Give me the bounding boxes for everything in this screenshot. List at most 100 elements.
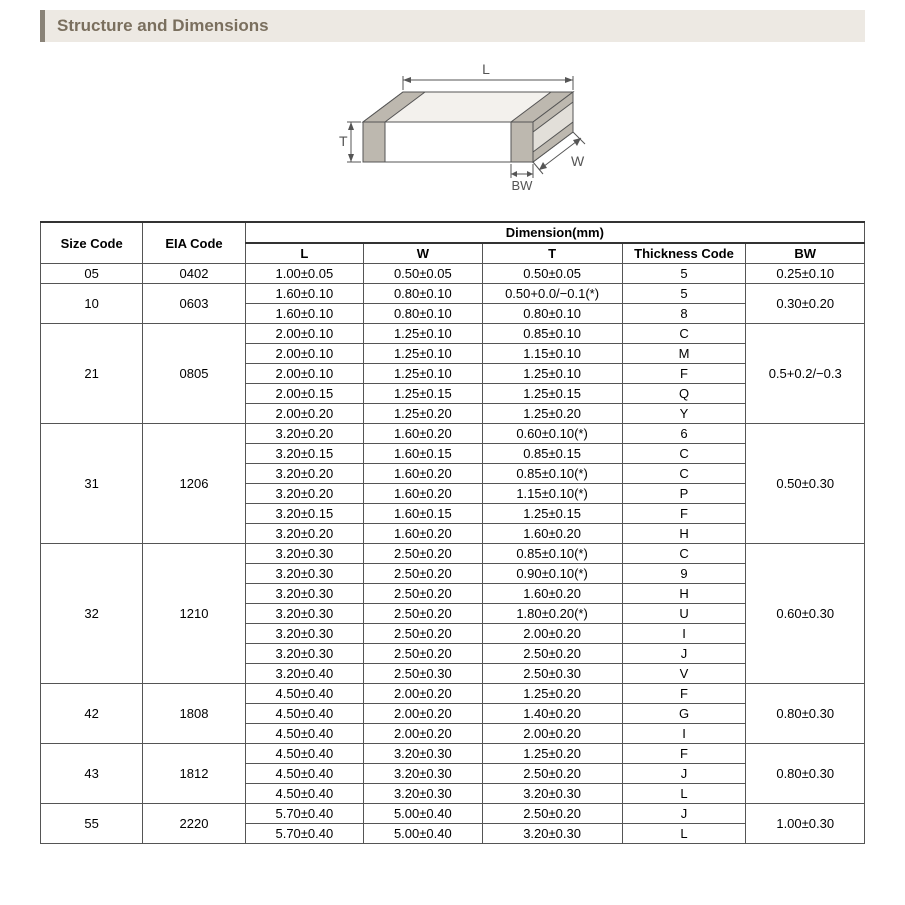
- cell-tc: Q: [622, 384, 746, 404]
- cell-size: 55: [41, 804, 143, 844]
- cell-W: 1.25±0.20: [364, 404, 482, 424]
- cell-bw: 0.30±0.20: [746, 284, 865, 324]
- col-header-eia: EIA Code: [143, 222, 245, 264]
- cell-eia: 2220: [143, 804, 245, 844]
- table-row: 3212103.20±0.302.50±0.200.85±0.10(*)C0.6…: [41, 544, 865, 564]
- cell-tc: F: [622, 504, 746, 524]
- cell-size: 21: [41, 324, 143, 424]
- cell-L: 3.20±0.30: [245, 624, 363, 644]
- cell-tc: 5: [622, 284, 746, 304]
- label-W: W: [571, 153, 585, 169]
- cell-T: 2.00±0.20: [482, 724, 622, 744]
- cell-size: 31: [41, 424, 143, 544]
- cell-tc: C: [622, 544, 746, 564]
- cell-W: 0.50±0.05: [364, 264, 482, 284]
- cell-tc: J: [622, 804, 746, 824]
- table-row: 4318124.50±0.403.20±0.301.25±0.20F0.80±0…: [41, 744, 865, 764]
- cell-tc: L: [622, 824, 746, 844]
- cell-eia: 0603: [143, 284, 245, 324]
- cell-W: 1.25±0.10: [364, 324, 482, 344]
- cell-W: 1.60±0.20: [364, 464, 482, 484]
- cell-W: 2.00±0.20: [364, 704, 482, 724]
- cell-T: 3.20±0.30: [482, 784, 622, 804]
- col-header-W: W: [364, 243, 482, 264]
- cell-L: 1.60±0.10: [245, 304, 363, 324]
- cell-tc: I: [622, 624, 746, 644]
- section-header: Structure and Dimensions: [40, 10, 865, 42]
- cell-tc: F: [622, 744, 746, 764]
- table-row: 5522205.70±0.405.00±0.402.50±0.20J1.00±0…: [41, 804, 865, 824]
- cell-tc: J: [622, 644, 746, 664]
- cell-L: 3.20±0.20: [245, 464, 363, 484]
- cell-T: 2.00±0.20: [482, 624, 622, 644]
- cell-L: 3.20±0.30: [245, 584, 363, 604]
- cell-T: 1.25±0.10: [482, 364, 622, 384]
- cell-eia: 0805: [143, 324, 245, 424]
- cell-W: 5.00±0.40: [364, 804, 482, 824]
- cell-W: 0.80±0.10: [364, 284, 482, 304]
- col-header-L: L: [245, 243, 363, 264]
- cell-L: 1.60±0.10: [245, 284, 363, 304]
- cell-tc: C: [622, 444, 746, 464]
- cell-L: 4.50±0.40: [245, 704, 363, 724]
- cell-T: 1.15±0.10(*): [482, 484, 622, 504]
- cell-tc: J: [622, 764, 746, 784]
- cell-bw: 1.00±0.30: [746, 804, 865, 844]
- cell-eia: 1206: [143, 424, 245, 544]
- cell-bw: 0.25±0.10: [746, 264, 865, 284]
- cell-T: 0.85±0.15: [482, 444, 622, 464]
- col-header-bw: BW: [746, 243, 865, 264]
- cell-L: 3.20±0.15: [245, 444, 363, 464]
- cell-tc: H: [622, 524, 746, 544]
- cell-W: 1.60±0.20: [364, 524, 482, 544]
- table-row: 1006031.60±0.100.80±0.100.50+0.0/−0.1(*)…: [41, 284, 865, 304]
- cell-W: 3.20±0.30: [364, 744, 482, 764]
- col-header-thick: Thickness Code: [622, 243, 746, 264]
- cell-tc: I: [622, 724, 746, 744]
- cell-L: 3.20±0.20: [245, 424, 363, 444]
- cell-L: 2.00±0.10: [245, 324, 363, 344]
- cell-tc: Y: [622, 404, 746, 424]
- cell-tc: 6: [622, 424, 746, 444]
- cell-T: 1.60±0.20: [482, 584, 622, 604]
- component-diagram: L W T BW: [0, 42, 905, 221]
- cell-T: 2.50±0.20: [482, 644, 622, 664]
- dimension-diagram-svg: L W T BW: [303, 52, 603, 202]
- cell-size: 43: [41, 744, 143, 804]
- cell-L: 5.70±0.40: [245, 824, 363, 844]
- cell-T: 2.50±0.20: [482, 764, 622, 784]
- cell-tc: G: [622, 704, 746, 724]
- cell-tc: 8: [622, 304, 746, 324]
- section-title: Structure and Dimensions: [57, 16, 269, 35]
- table-row: 2108052.00±0.101.25±0.100.85±0.10C0.5+0.…: [41, 324, 865, 344]
- cell-L: 3.20±0.15: [245, 504, 363, 524]
- cell-tc: U: [622, 604, 746, 624]
- cell-tc: P: [622, 484, 746, 504]
- cell-bw: 0.60±0.30: [746, 544, 865, 684]
- cell-W: 2.50±0.20: [364, 604, 482, 624]
- cell-W: 2.00±0.20: [364, 724, 482, 744]
- cell-W: 1.60±0.20: [364, 424, 482, 444]
- cell-bw: 0.80±0.30: [746, 744, 865, 804]
- cell-W: 3.20±0.30: [364, 764, 482, 784]
- cell-tc: F: [622, 684, 746, 704]
- cell-bw: 0.5+0.2/−0.3: [746, 324, 865, 424]
- cell-T: 1.80±0.20(*): [482, 604, 622, 624]
- cell-size: 05: [41, 264, 143, 284]
- cell-T: 1.15±0.10: [482, 344, 622, 364]
- cell-tc: M: [622, 344, 746, 364]
- cell-W: 5.00±0.40: [364, 824, 482, 844]
- cell-T: 0.60±0.10(*): [482, 424, 622, 444]
- cell-T: 0.80±0.10: [482, 304, 622, 324]
- cell-L: 2.00±0.20: [245, 404, 363, 424]
- cell-tc: C: [622, 464, 746, 484]
- col-header-size: Size Code: [41, 222, 143, 264]
- cell-T: 2.50±0.20: [482, 804, 622, 824]
- cell-W: 2.50±0.20: [364, 544, 482, 564]
- cell-T: 1.25±0.20: [482, 404, 622, 424]
- cell-T: 0.50+0.0/−0.1(*): [482, 284, 622, 304]
- cell-T: 2.50±0.30: [482, 664, 622, 684]
- cell-tc: F: [622, 364, 746, 384]
- label-T: T: [339, 133, 348, 149]
- cell-eia: 1812: [143, 744, 245, 804]
